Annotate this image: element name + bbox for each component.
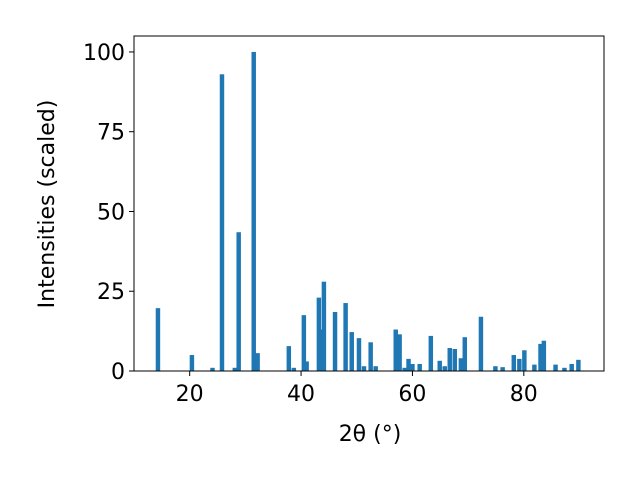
bar [517,358,522,371]
bar [437,360,442,371]
bar [236,232,241,371]
bar [553,364,558,371]
bar [332,311,338,371]
bar [447,348,452,371]
bar [286,346,292,371]
bar [155,308,161,371]
bar [522,350,527,371]
bar [189,355,195,371]
y-tick-label: 25 [97,280,125,305]
x-tick-label: 20 [176,382,204,407]
bar [397,334,402,371]
bar [500,367,505,371]
bar [368,342,373,371]
bar [541,340,547,371]
bar [511,355,517,371]
y-tick-label: 100 [83,41,125,66]
bar [301,315,307,371]
bar [321,281,327,371]
bar [428,335,434,371]
bar [219,74,225,372]
x-tick-label: 80 [510,382,538,407]
bar [458,358,464,371]
bar [356,338,362,371]
bar [576,359,581,371]
bar [406,358,411,371]
y-tick-label: 0 [111,360,125,385]
bar [569,363,574,371]
x-axis-label: 2θ (°) [339,422,402,447]
y-axis-label: Intensities (scaled) [35,100,60,309]
bar [402,367,407,371]
y-tick-label: 75 [97,121,125,146]
x-tick-label: 60 [398,382,426,407]
bar [251,51,256,371]
bar [343,303,348,371]
bar [442,366,447,371]
bar [493,366,498,371]
bar [478,316,484,371]
plot-frame [133,35,605,372]
bar [210,367,215,371]
bar [349,332,354,371]
bar [373,366,378,371]
bar [452,348,457,371]
bar [318,329,323,371]
bar [538,343,543,371]
bar [532,364,537,371]
bar [393,329,398,371]
bar [304,361,309,371]
bar [410,363,415,371]
bar [361,366,367,371]
bar [291,367,297,371]
bar [462,337,468,371]
y-tick-label: 50 [97,200,125,225]
bar [562,367,567,371]
bar [417,363,422,371]
bar [255,353,260,371]
x-tick-label: 40 [287,382,315,407]
bar [232,367,238,371]
